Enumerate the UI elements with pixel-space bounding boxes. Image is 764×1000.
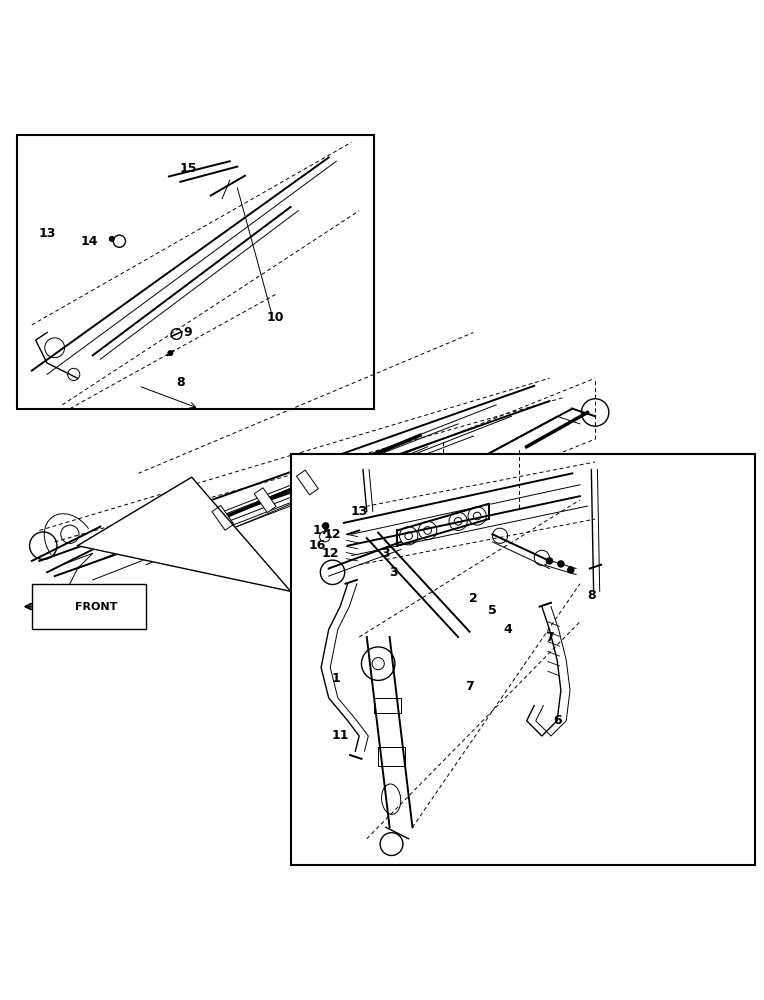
FancyBboxPatch shape — [32, 584, 146, 629]
Circle shape — [168, 351, 173, 355]
Text: 12: 12 — [322, 547, 339, 560]
Text: FRONT: FRONT — [76, 602, 118, 612]
Bar — [254, 488, 276, 513]
Text: 2: 2 — [469, 592, 478, 605]
Polygon shape — [77, 477, 290, 591]
Circle shape — [546, 558, 552, 564]
Bar — [212, 505, 234, 530]
Text: 8: 8 — [587, 589, 596, 602]
Text: 14: 14 — [80, 235, 98, 248]
Bar — [290, 454, 755, 865]
Text: 10: 10 — [267, 311, 284, 324]
Text: 4: 4 — [503, 623, 512, 636]
Text: 16: 16 — [309, 539, 326, 552]
Text: 3: 3 — [389, 566, 398, 579]
Text: 7: 7 — [465, 680, 474, 693]
Text: 12: 12 — [324, 528, 342, 541]
Circle shape — [558, 561, 564, 567]
Text: 9: 9 — [183, 326, 193, 339]
Circle shape — [568, 567, 574, 573]
Text: 3: 3 — [381, 547, 390, 560]
Text: 5: 5 — [488, 604, 497, 617]
Bar — [17, 135, 374, 409]
Text: 7: 7 — [545, 631, 554, 644]
Text: 13: 13 — [38, 227, 56, 240]
Text: 15: 15 — [179, 162, 196, 175]
Text: 13: 13 — [351, 505, 367, 518]
Circle shape — [322, 523, 329, 529]
Text: 6: 6 — [553, 714, 562, 727]
Text: 8: 8 — [176, 376, 185, 389]
Text: 17: 17 — [312, 524, 330, 537]
Circle shape — [109, 237, 114, 241]
Bar — [296, 470, 319, 495]
Text: 11: 11 — [332, 729, 349, 742]
Text: 1: 1 — [332, 672, 341, 685]
